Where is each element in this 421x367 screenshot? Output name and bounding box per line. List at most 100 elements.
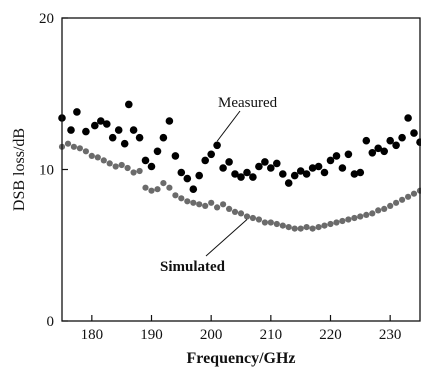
measured-point [165,117,174,125]
simulated-point [410,190,418,197]
simulated-point [405,193,412,200]
simulated-point [202,202,209,209]
simulated-point [285,224,292,231]
measured-point [243,168,251,177]
simulated-point [297,225,304,232]
measured-point [147,162,156,171]
measured-point [73,108,81,116]
simulated-point [178,195,185,202]
simulated-point [106,160,113,167]
simulated-point [351,214,358,222]
simulated-point [148,187,155,194]
simulated-point [291,225,298,232]
simulated-point [243,213,251,220]
measured-point [135,133,144,142]
measured-annotation-leader [216,110,241,142]
simulated-point [249,214,256,222]
simulated-annotation: Simulated [160,259,226,275]
x-tick-label: 220 [319,327,342,343]
measured-point [362,136,371,145]
simulated-point [160,180,167,187]
simulated-point [345,216,352,223]
measured-point [273,159,281,168]
simulated-point [220,201,227,208]
simulated-annotation-leader [205,219,248,257]
measured-point [114,126,123,134]
measured-point [219,164,227,172]
measured-point [302,170,311,178]
measured-point [171,152,180,160]
simulated-point [267,219,274,226]
simulated-point [303,224,310,231]
simulated-point [237,210,245,217]
simulated-point [315,224,322,231]
simulated-point [231,208,239,215]
measured-point [410,129,418,137]
measured-point [159,133,168,142]
measured-point [91,121,99,130]
measured-point [267,164,275,172]
simulated-point [393,199,400,206]
measured-point [356,168,365,177]
simulated-point [64,140,72,147]
measured-point [213,141,221,150]
measured-point [279,170,287,178]
simulated-point [321,222,328,229]
simulated-point [375,207,382,214]
simulated-point [100,157,107,164]
simulated-point [70,143,77,150]
measured-point [380,147,389,156]
simulated-point [369,210,376,217]
measured-point [326,156,335,165]
simulated-point [118,161,125,169]
measured-point [296,167,305,175]
simulated-point [208,199,215,206]
simulated-point [261,219,268,226]
measured-point [386,136,395,145]
simulated-point [333,219,340,226]
measured-point [231,170,239,178]
measured-point [108,133,117,142]
measured-annotation: Measured [218,95,278,111]
measured-point [120,139,129,148]
simulated-series [58,140,421,232]
measured-point [308,164,317,172]
x-tick-label: 200 [200,327,223,343]
measured-point [67,126,75,134]
measured-point [153,147,162,156]
measured-point [189,185,198,193]
measured-point [255,162,263,171]
measured-point [249,173,257,181]
y-tick-label: 0 [47,314,55,330]
measured-point [374,144,383,153]
simulated-point [309,225,316,232]
simulated-point [279,222,286,229]
measured-point [284,179,293,187]
measured-point [183,174,192,183]
simulated-point [399,196,406,203]
simulated-point [124,164,131,172]
measured-series [58,100,421,193]
simulated-point [327,220,334,228]
simulated-point [130,169,137,176]
y-tick-label: 20 [39,11,54,27]
measured-point [290,171,299,180]
measured-point [350,170,359,178]
measured-point [103,120,111,128]
measured-point [314,162,323,171]
simulated-point [142,184,149,191]
measured-point [398,133,406,142]
measured-point [207,150,215,159]
x-tick-label: 230 [379,327,402,343]
measured-point [338,164,347,172]
simulated-point [357,213,364,220]
simulated-point [339,217,346,225]
simulated-point [88,152,95,159]
simulated-point [226,205,233,212]
simulated-point [363,211,370,218]
measured-point [368,149,377,157]
simulated-point [136,167,143,175]
measured-point [141,156,150,165]
measured-point [404,114,412,122]
measured-point [237,173,245,181]
